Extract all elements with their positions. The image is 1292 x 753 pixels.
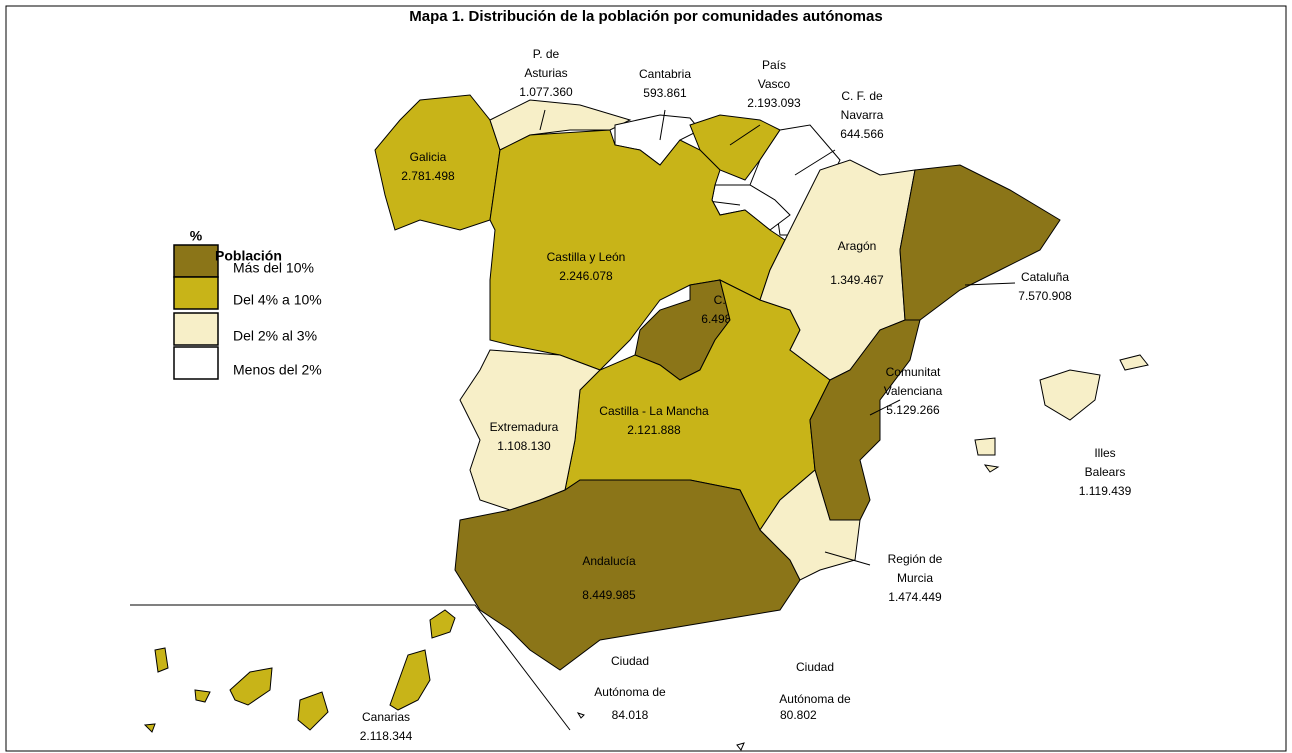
legend-swatch [173, 312, 219, 346]
leader-line [794, 149, 836, 176]
region-name: Murcia [897, 571, 933, 585]
legend-title: % [190, 228, 203, 244]
region-population: 1.349.467 [830, 273, 884, 287]
region-name: Asturias [524, 66, 567, 80]
leader-line [539, 109, 546, 131]
region-population: 2.193.093 [747, 96, 801, 110]
region-population: 593.861 [643, 86, 687, 100]
region-name: Comunitat [886, 365, 941, 379]
leader-line [729, 124, 761, 146]
region-population: 1.474.449 [888, 590, 942, 604]
legend-label: Del 2% al 3% [233, 328, 317, 344]
region-population: 2.121.888 [627, 423, 681, 437]
region-population: 2.781.498 [401, 169, 455, 183]
region-name: Galicia [410, 150, 447, 164]
region [374, 94, 501, 231]
legend-label: Menos del 2% [233, 362, 322, 378]
legend-label: Más del 10% [233, 260, 314, 276]
legend-swatch [173, 276, 219, 310]
canarias-separator [130, 604, 571, 731]
region-population: 1.077.360 [519, 85, 573, 99]
region-population: 5.129.266 [886, 403, 940, 417]
region-name: Andalucía [582, 554, 636, 568]
region-name: Castilla - La Mancha [599, 404, 709, 418]
region-name: Balears [1085, 465, 1126, 479]
region-name: Valenciana [884, 384, 943, 398]
region-name: Aragón [838, 239, 877, 253]
legend-swatch [173, 346, 219, 380]
region-population: 1.119.439 [1079, 484, 1132, 498]
region [194, 689, 211, 703]
region-population: 644.566 [840, 127, 884, 141]
region-population: 2.246.078 [559, 269, 613, 283]
region [759, 469, 861, 581]
region-name: Cantabria [639, 67, 691, 81]
region [154, 647, 169, 673]
region [736, 742, 745, 751]
region [974, 437, 996, 456]
region-name: P. de [533, 47, 560, 61]
region-name: Extremadura [490, 420, 559, 434]
region [809, 319, 921, 521]
legend-swatch [173, 244, 219, 278]
region-name: País [762, 58, 786, 72]
region-population: 80.802 [780, 708, 817, 722]
legend-label: Del 4% a 10% [233, 292, 322, 308]
region [576, 712, 585, 719]
region-name: Región de [888, 552, 943, 566]
region-name: Castilla y León [547, 250, 626, 264]
region-name: Autónoma de [594, 685, 666, 699]
region-name: Canarias [362, 710, 410, 724]
region-name: Illes [1094, 446, 1115, 460]
leader-line [964, 282, 1016, 286]
region-name: Vasco [758, 77, 791, 91]
region [1039, 369, 1101, 421]
region [229, 667, 273, 706]
map-title: Mapa 1. Distribución de la población por… [409, 8, 882, 25]
leader-line [824, 551, 871, 566]
region [389, 649, 431, 711]
frame [5, 5, 1287, 752]
region-population: 8.449.985 [582, 588, 636, 602]
region [143, 723, 156, 733]
region-name: Ciudad [796, 660, 834, 674]
region-population: 84.018 [612, 708, 649, 722]
region-name: C. F. de [841, 89, 883, 103]
region-name: Navarra [841, 108, 884, 122]
leader-line [659, 109, 666, 141]
region [1119, 354, 1149, 371]
region-population: 7.570.908 [1018, 289, 1072, 303]
region [297, 691, 329, 731]
region-name: Ciudad [611, 654, 649, 668]
region-name: Cataluña [1021, 270, 1069, 284]
region [983, 464, 1000, 473]
region-population: 2.118.344 [360, 729, 413, 743]
legend-title: Población [215, 248, 282, 264]
region [899, 164, 1061, 321]
leader-line [869, 399, 901, 416]
region [429, 609, 456, 639]
region-name: Autónoma de [779, 692, 851, 706]
region-population: 1.108.130 [497, 439, 551, 453]
